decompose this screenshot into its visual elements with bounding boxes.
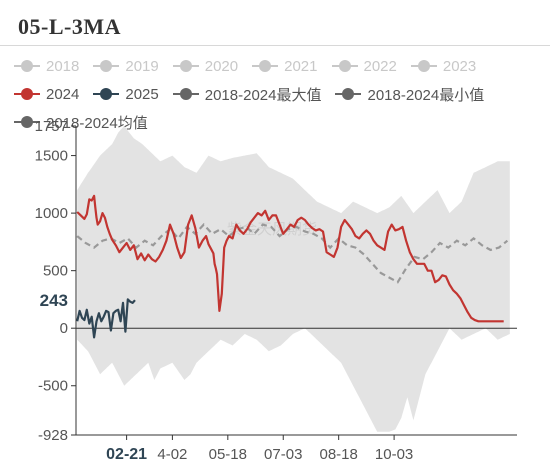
legend-label: 2018 <box>46 57 80 75</box>
last-value-label: 243 <box>40 291 68 310</box>
legend-label: 2019 <box>125 57 159 75</box>
legend-item-2022[interactable]: 2022 <box>331 57 397 75</box>
legend-marker-icon <box>14 60 40 72</box>
x-tick-label: 02-21 <box>106 446 147 463</box>
legend-row: 2024 2025 2018-2024最大值 2018-2024最小值 <box>14 80 544 108</box>
x-tick-label: 10-03 <box>375 446 413 463</box>
legend-marker-icon <box>252 60 279 72</box>
legend-item-2021[interactable]: 2021 <box>252 57 318 75</box>
y-tick-label: 0 <box>60 320 68 337</box>
legend-label: 2018-2024最大值 <box>204 86 322 104</box>
y-tick-label: -928 <box>38 427 68 444</box>
legend-item-2024[interactable]: 2024 <box>14 86 79 103</box>
chart-title: 05-L-3MA <box>18 14 121 39</box>
legend-row: 2018-2024均值 <box>14 108 544 136</box>
legend-marker-icon <box>335 88 362 100</box>
legend-item-2018[interactable]: 2018 <box>14 58 79 75</box>
legend-marker-icon <box>172 88 199 100</box>
legend-label: 2020 <box>204 57 239 75</box>
series-2024-line <box>76 194 504 323</box>
legend: 2018 2019 2020 2021 2022 2023 2024 2025 2018-20… <box>14 52 544 136</box>
y-tick-label: 1757 <box>35 118 68 135</box>
legend-item-2018-2024最大值[interactable]: 2018-2024最大值 <box>172 84 322 105</box>
title-divider <box>0 45 550 46</box>
legend-label: 2018-2024最小值 <box>367 86 485 104</box>
min-max-band <box>77 126 510 432</box>
legend-row: 2018 2019 2020 2021 2022 2023 <box>14 52 544 80</box>
x-tick-label: 05-18 <box>209 446 247 463</box>
legend-item-2018-2024最小值[interactable]: 2018-2024最小值 <box>335 84 484 105</box>
legend-marker-icon <box>93 60 120 72</box>
y-tick-label: 500 <box>43 263 68 280</box>
y-tick-label: 1000 <box>35 205 68 222</box>
legend-item-2019[interactable]: 2019 <box>93 57 159 75</box>
legend-item-2025[interactable]: 2025 <box>93 85 159 103</box>
y-tick-label: -500 <box>38 378 68 395</box>
legend-item-2023[interactable]: 2023 <box>410 57 477 75</box>
legend-label: 2024 <box>46 85 80 103</box>
legend-marker-icon <box>410 60 437 72</box>
legend-marker-icon <box>172 60 199 72</box>
x-tick-label: 4-02 <box>157 446 187 463</box>
legend-label: 2022 <box>363 57 397 75</box>
legend-marker-icon <box>14 88 40 100</box>
legend-label: 2018-2024均值 <box>46 114 148 132</box>
series-2025-line <box>76 298 136 339</box>
x-tick-label: 07-03 <box>264 446 302 463</box>
legend-label: 2025 <box>125 85 159 103</box>
x-tick-label: 08-18 <box>319 446 357 463</box>
y-tick-label: 1500 <box>35 148 68 165</box>
legend-label: 2021 <box>284 57 318 75</box>
legend-label: 2023 <box>442 57 477 75</box>
legend-item-2018-2024均值[interactable]: 2018-2024均值 <box>14 112 148 133</box>
legend-marker-icon <box>93 88 120 100</box>
legend-marker-icon <box>14 116 40 128</box>
legend-item-2020[interactable]: 2020 <box>172 57 239 75</box>
legend-marker-icon <box>331 60 358 72</box>
